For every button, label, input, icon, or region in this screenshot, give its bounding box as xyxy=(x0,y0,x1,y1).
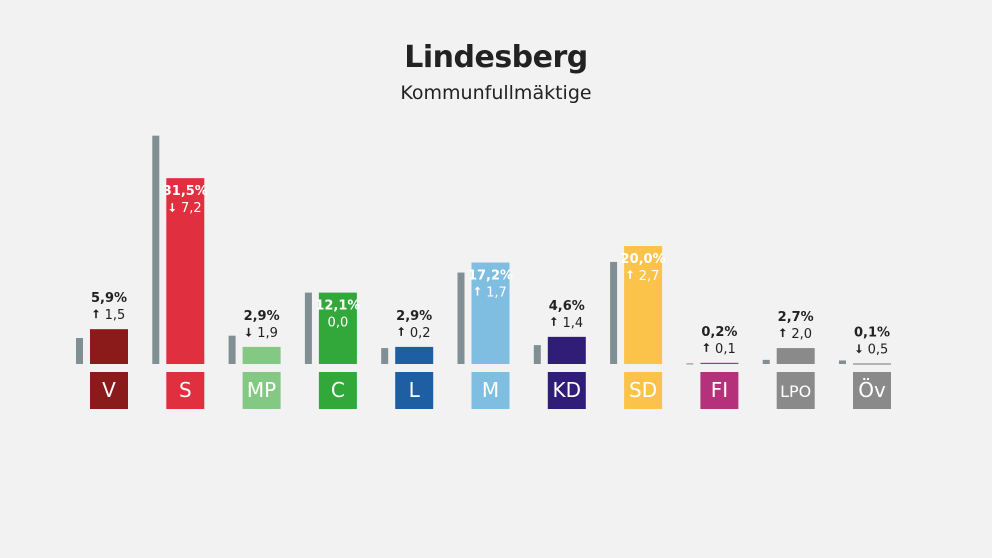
change-arrow-kd xyxy=(550,316,557,320)
category-tile-c xyxy=(318,372,357,409)
value-label-l: 2,9% xyxy=(396,309,432,324)
category-tile-sd xyxy=(624,372,663,409)
change-label-v: 0,5 xyxy=(868,342,889,357)
change-label-kd: 1,4 xyxy=(562,316,583,331)
value-label-mp: 2,9% xyxy=(244,309,280,324)
bar-lpo xyxy=(776,348,815,364)
category-label-kd: KD xyxy=(553,378,582,402)
category-tile-s xyxy=(166,372,205,409)
bar-mp xyxy=(242,346,281,364)
previous-bar-c xyxy=(304,292,312,364)
change-arrow-s xyxy=(169,209,176,213)
category-tile-l xyxy=(395,372,434,409)
value-label-kd: 4,6% xyxy=(549,299,585,314)
category-label-s: S xyxy=(179,378,192,402)
value-label-v: 5,9% xyxy=(91,291,127,306)
category-label-fi: FI xyxy=(711,378,728,402)
category-label-v: V xyxy=(102,378,116,402)
change-label-l: 0,2 xyxy=(410,326,431,341)
value-label-fi: 0,2% xyxy=(701,325,737,340)
change-arrow-lpo xyxy=(779,328,786,332)
value-label-c: 12,1% xyxy=(315,299,360,314)
change-arrow-m xyxy=(474,286,481,290)
change-label-sd: 2,7 xyxy=(639,269,660,284)
bar-fi xyxy=(700,362,739,365)
value-label-s: 31,5% xyxy=(163,184,208,199)
previous-bar-sd xyxy=(610,261,618,364)
previous-bar-lpo xyxy=(762,359,770,364)
bar-l xyxy=(395,346,434,364)
change-label-mp: 1,9 xyxy=(257,326,278,341)
category-tile-v xyxy=(853,372,891,409)
category-tile-m xyxy=(471,372,510,409)
previous-bar-l xyxy=(381,348,389,364)
change-label-v: 1,5 xyxy=(105,308,126,323)
value-label-sd: 20,0% xyxy=(621,252,666,267)
change-label-s: 7,2 xyxy=(181,201,202,216)
bar-c xyxy=(318,292,357,364)
change-arrow-v xyxy=(856,350,862,354)
category-label-l: L xyxy=(409,378,421,402)
change-arrow-l xyxy=(398,326,405,330)
category-tile-v xyxy=(90,372,128,409)
category-label-mp: MP xyxy=(247,378,276,402)
category-label-v: Öv xyxy=(858,378,886,402)
change-arrow-fi xyxy=(703,342,710,346)
category-label-lpo: LPO xyxy=(780,382,811,401)
change-label-lpo: 2,0 xyxy=(791,327,812,342)
bar-sd xyxy=(624,246,663,364)
previous-bar-mp xyxy=(228,335,236,364)
bar-kd xyxy=(547,336,586,364)
chart-subtitle: Kommunfullmäktige xyxy=(400,82,592,104)
bar-v xyxy=(853,363,891,365)
previous-bar-fi xyxy=(686,363,694,365)
previous-bar-v xyxy=(76,338,83,364)
category-tile-kd xyxy=(547,372,586,409)
previous-bar-m xyxy=(457,272,465,364)
category-label-sd: SD xyxy=(629,378,657,402)
chart-title: Lindesberg xyxy=(404,40,588,75)
value-label-m: 17,2% xyxy=(468,269,513,284)
change-arrow-mp xyxy=(245,333,252,337)
category-tile-fi xyxy=(700,372,739,409)
previous-bar-v xyxy=(839,360,846,364)
category-label-c: C xyxy=(331,378,345,402)
change-arrow-v xyxy=(93,309,99,313)
value-label-v: 0,1% xyxy=(854,325,890,340)
change-label-c: 0,0 xyxy=(328,316,349,331)
change-label-m: 1,7 xyxy=(486,286,507,301)
category-tile-lpo xyxy=(776,372,815,409)
change-arrow-sd xyxy=(627,270,634,273)
bar-m xyxy=(471,262,510,364)
previous-bar-s xyxy=(152,135,160,364)
bar-v xyxy=(90,329,128,364)
previous-bar-kd xyxy=(533,345,541,364)
category-tile-mp xyxy=(242,372,281,409)
value-label-lpo: 2,7% xyxy=(778,310,814,325)
change-label-fi: 0,1 xyxy=(715,342,736,357)
category-label-m: M xyxy=(482,378,499,402)
